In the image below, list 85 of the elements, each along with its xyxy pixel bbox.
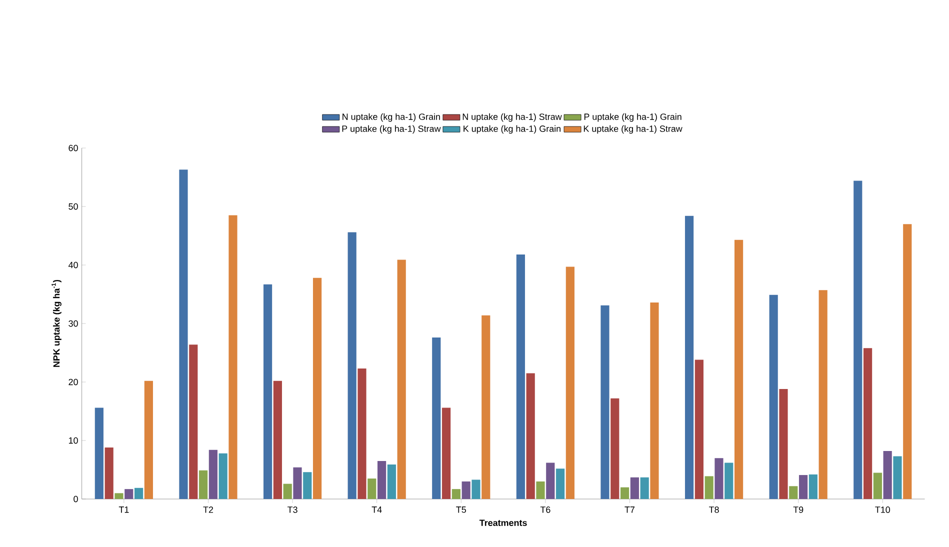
bar: [630, 477, 639, 500]
y-tick-label: 0: [74, 496, 78, 502]
bar: [104, 448, 114, 500]
y-tick-label: 60: [68, 144, 78, 152]
y-tick-label: 10: [68, 437, 78, 444]
bar: [854, 180, 862, 500]
bar: [144, 380, 153, 500]
bar: [293, 467, 302, 500]
x-tick-label: T2: [203, 506, 214, 513]
y-tick-label: 30: [68, 320, 78, 327]
bar: [228, 215, 238, 500]
x-tick-label: T5: [456, 506, 466, 513]
bar: [694, 360, 704, 500]
bar: [734, 240, 744, 500]
bar: [808, 474, 818, 500]
x-tick-label: T7: [624, 506, 635, 513]
x-tick-label: T6: [540, 506, 550, 513]
bar: [432, 338, 441, 500]
bar: [610, 398, 620, 500]
bar: [566, 266, 574, 500]
bar: [556, 468, 565, 500]
x-tick-label: T10: [875, 506, 890, 513]
bar: [124, 489, 134, 500]
bar: [397, 260, 406, 500]
bar: [779, 389, 788, 500]
bar: [348, 232, 356, 500]
bar: [536, 481, 545, 500]
bar: [482, 315, 490, 500]
bar: [189, 344, 198, 500]
bar: [873, 472, 882, 500]
bar: [377, 460, 386, 500]
legend-label: N uptake (kg ha-1) Grain: [342, 113, 440, 122]
bar: [442, 408, 451, 500]
x-axis-title: Treatments: [479, 520, 527, 526]
bar: [387, 464, 396, 500]
bar: [526, 373, 535, 500]
bar: [863, 348, 872, 500]
bar: [263, 284, 272, 500]
legend-label: N uptake (kg ha-1) Straw: [462, 113, 562, 122]
bar: [516, 254, 525, 500]
legend-label: K uptake (kg ha-1) Grain: [464, 125, 560, 134]
legend-label: P uptake (kg ha-1) Grain: [584, 113, 682, 122]
x-tick-label: T3: [288, 506, 298, 513]
bar: [368, 478, 376, 500]
bar: [273, 380, 282, 500]
y-tick-label: 20: [68, 378, 78, 386]
bar: [640, 477, 649, 500]
x-tick-label: T1: [118, 506, 129, 513]
bar: [218, 453, 228, 500]
x-tick-label: T9: [793, 506, 804, 513]
bar: [358, 368, 366, 500]
x-tick-label: T4: [372, 506, 382, 513]
bar: [704, 476, 714, 500]
bar: [883, 451, 892, 500]
bar: [134, 488, 144, 500]
x-tick-label: T8: [709, 506, 719, 513]
bar: [724, 462, 734, 500]
bar: [198, 470, 208, 500]
bar: [312, 278, 322, 500]
bar: [462, 481, 470, 500]
bar: [893, 456, 902, 500]
y-axis-title: NPK uptake (kg ha$^{-1}$): [52, 280, 62, 367]
bar: [620, 487, 630, 500]
bar: [798, 475, 808, 500]
bar: [114, 493, 124, 500]
legend-label: P uptake (kg ha-1) Straw: [342, 125, 441, 134]
bar: [714, 458, 724, 500]
bar: [94, 408, 104, 500]
bar: [472, 480, 480, 500]
bar: [303, 472, 312, 500]
bar: [283, 484, 292, 500]
bar: [179, 170, 188, 500]
bar: [546, 462, 555, 500]
bar: [818, 290, 828, 500]
y-tick-label: 40: [68, 262, 78, 268]
bar: [789, 486, 798, 500]
bar: [600, 305, 610, 500]
bar: [650, 302, 659, 500]
legend-label: K uptake (kg ha-1) Straw: [584, 125, 682, 134]
y-tick-label: 50: [68, 203, 78, 210]
bar: [903, 224, 912, 500]
bar: [769, 294, 778, 500]
bar: [208, 450, 218, 500]
bar: [452, 489, 460, 500]
bar: [684, 216, 694, 500]
